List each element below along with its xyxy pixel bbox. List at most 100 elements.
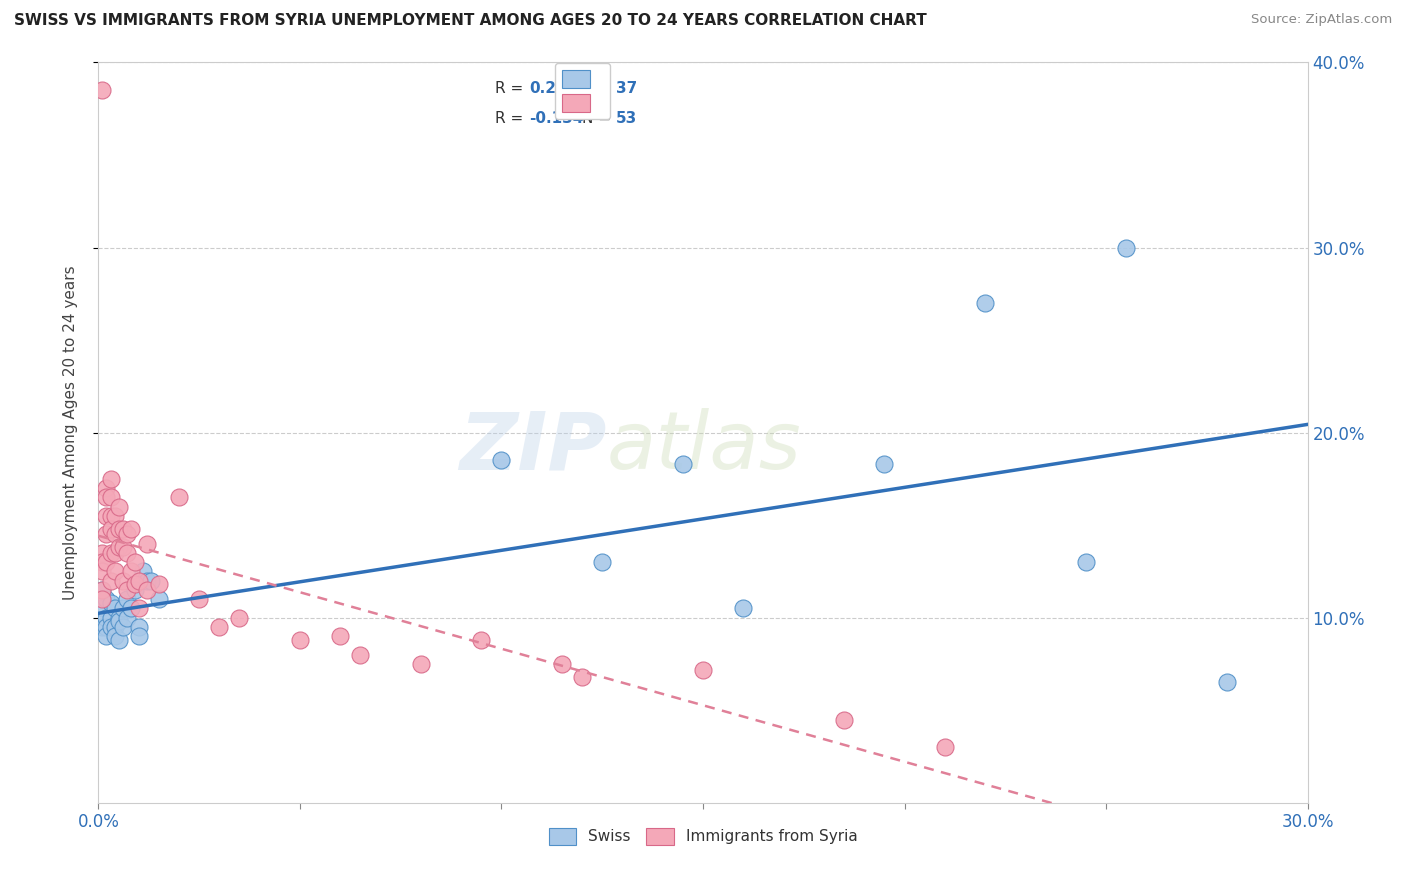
- Text: SWISS VS IMMIGRANTS FROM SYRIA UNEMPLOYMENT AMONG AGES 20 TO 24 YEARS CORRELATIO: SWISS VS IMMIGRANTS FROM SYRIA UNEMPLOYM…: [14, 13, 927, 29]
- Point: [228, 610, 250, 624]
- Point: [107, 541, 129, 555]
- Point: [148, 592, 170, 607]
- Point: [107, 632, 129, 647]
- Point: [107, 610, 129, 624]
- Point: [135, 582, 157, 597]
- Text: 53: 53: [616, 111, 637, 126]
- Text: N =: N =: [582, 111, 616, 126]
- Point: [103, 527, 125, 541]
- Text: 37: 37: [616, 81, 637, 96]
- Point: [100, 522, 122, 536]
- Point: [128, 574, 150, 588]
- Point: [96, 592, 118, 607]
- Point: [128, 601, 150, 615]
- Text: atlas: atlas: [606, 409, 801, 486]
- Text: ZIP: ZIP: [458, 409, 606, 486]
- Point: [115, 582, 138, 597]
- Point: [103, 620, 125, 634]
- Point: [115, 610, 138, 624]
- Point: [100, 620, 122, 634]
- Point: [103, 601, 125, 615]
- Point: [111, 522, 134, 536]
- Point: [100, 574, 122, 588]
- Point: [91, 582, 114, 597]
- Point: [111, 601, 134, 615]
- Point: [120, 522, 142, 536]
- Point: [135, 536, 157, 550]
- Point: [208, 620, 231, 634]
- Point: [1115, 240, 1137, 255]
- Point: [100, 472, 122, 486]
- Point: [188, 592, 211, 607]
- Point: [135, 574, 157, 588]
- Point: [91, 546, 114, 560]
- Point: [591, 555, 613, 569]
- Point: [349, 648, 371, 662]
- Point: [124, 582, 146, 597]
- Point: [551, 657, 574, 671]
- Point: [115, 527, 138, 541]
- Point: [1216, 675, 1239, 690]
- Point: [96, 527, 118, 541]
- Point: [128, 620, 150, 634]
- Point: [96, 481, 118, 495]
- Point: [91, 582, 114, 597]
- Point: [1074, 555, 1097, 569]
- Point: [103, 508, 125, 523]
- Point: [832, 713, 855, 727]
- Point: [91, 592, 114, 607]
- Point: [100, 610, 122, 624]
- Point: [329, 629, 352, 643]
- Point: [91, 601, 114, 615]
- Point: [100, 508, 122, 523]
- Point: [100, 491, 122, 505]
- Text: -0.134: -0.134: [529, 111, 583, 126]
- Y-axis label: Unemployment Among Ages 20 to 24 years: Unemployment Among Ages 20 to 24 years: [63, 265, 77, 600]
- Text: N =: N =: [582, 81, 616, 96]
- Point: [115, 592, 138, 607]
- Point: [107, 522, 129, 536]
- Point: [96, 555, 118, 569]
- Point: [107, 615, 129, 629]
- Point: [139, 574, 162, 588]
- Text: Source: ZipAtlas.com: Source: ZipAtlas.com: [1251, 13, 1392, 27]
- Point: [103, 629, 125, 643]
- Point: [873, 457, 896, 471]
- Point: [120, 565, 142, 579]
- Point: [128, 629, 150, 643]
- Point: [111, 541, 134, 555]
- Text: R =: R =: [495, 111, 529, 126]
- Point: [167, 491, 190, 505]
- Point: [103, 546, 125, 560]
- Point: [91, 555, 114, 569]
- Point: [91, 620, 114, 634]
- Point: [571, 670, 593, 684]
- Point: [96, 629, 118, 643]
- Point: [111, 574, 134, 588]
- Point: [672, 457, 695, 471]
- Point: [470, 632, 492, 647]
- Point: [124, 577, 146, 591]
- Point: [96, 508, 118, 523]
- Point: [120, 601, 142, 615]
- Text: 0.291: 0.291: [529, 81, 576, 96]
- Text: R =: R =: [495, 81, 529, 96]
- Point: [91, 83, 114, 97]
- Point: [409, 657, 432, 671]
- Point: [96, 620, 118, 634]
- Point: [111, 620, 134, 634]
- Point: [974, 296, 997, 310]
- Point: [132, 565, 155, 579]
- Point: [491, 453, 513, 467]
- Point: [100, 596, 122, 610]
- Point: [91, 565, 114, 579]
- Point: [103, 565, 125, 579]
- Point: [692, 663, 714, 677]
- Point: [733, 601, 755, 615]
- Point: [288, 632, 311, 647]
- Point: [100, 546, 122, 560]
- Point: [96, 610, 118, 624]
- Point: [148, 577, 170, 591]
- Point: [107, 500, 129, 514]
- Point: [115, 546, 138, 560]
